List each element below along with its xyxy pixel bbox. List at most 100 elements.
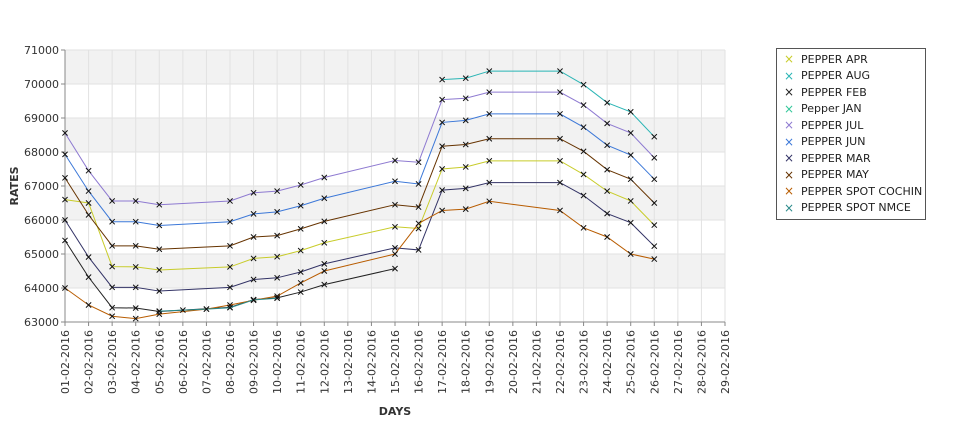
x-tick-label: 05-02-2016 — [153, 330, 166, 394]
series-pepper-aug — [439, 68, 658, 140]
legend-item: × PEPPER SPOT NMCE — [777, 200, 925, 217]
x-tick-label: 11-02-2016 — [295, 330, 308, 394]
data-point — [321, 260, 328, 267]
data-point — [297, 182, 304, 188]
data-point — [250, 234, 257, 240]
data-point — [580, 171, 587, 178]
data-point — [227, 284, 233, 291]
data-point — [486, 198, 493, 205]
data-point — [604, 99, 611, 106]
data-point — [604, 234, 611, 240]
x-tick-label: 12-02-2016 — [318, 330, 331, 394]
data-point — [580, 192, 587, 199]
legend-item: × PEPPER APR — [777, 51, 925, 68]
x-tick-label: 14-02-2016 — [365, 330, 378, 394]
x-tick-label: 25-02-2016 — [625, 330, 638, 394]
data-point — [557, 135, 563, 142]
data-point — [439, 119, 446, 126]
legend-item: × PEPPER MAR — [777, 150, 925, 167]
x-tick-label: 24-02-2016 — [601, 330, 614, 394]
data-point — [415, 220, 422, 227]
x-tick-label: 18-02-2016 — [460, 330, 473, 394]
data-point — [132, 305, 139, 312]
legend-marker-icon: × — [783, 101, 795, 116]
legend-label: PEPPER JUL — [801, 118, 864, 132]
data-point — [415, 246, 422, 253]
legend-marker-icon: × — [783, 151, 795, 166]
legend-item: × Pepper JAN — [777, 101, 925, 118]
x-tick-label: 03-02-2016 — [106, 330, 119, 394]
data-point — [557, 179, 563, 186]
data-point — [557, 110, 563, 117]
data-point — [462, 206, 469, 213]
data-point — [604, 210, 611, 217]
x-tick-label: 27-02-2016 — [672, 330, 685, 394]
data-point — [462, 95, 469, 102]
data-point — [557, 89, 563, 96]
data-point — [486, 68, 493, 75]
x-tick-label: 29-02-2016 — [719, 330, 732, 394]
series-pepper-jun — [62, 110, 658, 229]
data-point — [580, 224, 587, 231]
data-point — [227, 198, 233, 204]
x-tick-label: 09-02-2016 — [248, 330, 261, 394]
y-tick-label: 71000 — [24, 44, 59, 57]
data-point — [274, 253, 281, 260]
y-tick-label: 63000 — [24, 316, 59, 329]
data-point — [297, 202, 304, 209]
legend-marker-icon: × — [783, 184, 795, 199]
data-point — [392, 265, 398, 272]
data-point — [439, 76, 446, 83]
data-point — [132, 315, 139, 322]
data-point — [321, 281, 328, 288]
legend-item: × PEPPER FEB — [777, 84, 925, 101]
data-point — [297, 289, 304, 296]
data-point — [203, 306, 210, 313]
data-point — [132, 218, 139, 225]
data-point — [132, 198, 139, 204]
data-point — [132, 263, 139, 270]
data-point — [297, 225, 304, 232]
data-point — [109, 313, 116, 320]
data-point — [651, 133, 658, 140]
data-point — [274, 232, 281, 239]
x-tick-label: 02-02-2016 — [83, 330, 96, 394]
series-line — [64, 138, 655, 250]
series-pepper-may — [62, 135, 658, 253]
legend-label: PEPPER MAR — [801, 151, 871, 165]
legend-marker-icon: × — [783, 167, 795, 182]
legend-item: × PEPPER JUL — [777, 117, 925, 134]
data-point — [109, 242, 116, 249]
data-point — [109, 304, 116, 311]
data-point — [156, 222, 163, 229]
legend-label: PEPPER JUN — [801, 135, 866, 149]
data-point — [62, 151, 68, 158]
data-point — [651, 154, 658, 161]
data-point — [604, 188, 611, 195]
data-point — [297, 269, 304, 275]
y-tick-label: 65000 — [24, 248, 59, 261]
data-point — [651, 222, 658, 229]
data-point — [392, 251, 398, 257]
data-point — [156, 308, 163, 315]
data-point — [274, 295, 281, 302]
data-point — [415, 225, 422, 232]
data-point — [557, 207, 563, 214]
legend-label: PEPPER SPOT NMCE — [801, 201, 911, 215]
series-layer — [62, 68, 658, 322]
data-point — [62, 217, 68, 223]
data-point — [415, 159, 422, 166]
data-point — [627, 219, 634, 226]
data-point — [604, 142, 611, 149]
x-tick-label: 16-02-2016 — [413, 330, 426, 394]
data-point — [109, 218, 116, 225]
y-axis-title: RATES — [8, 166, 21, 205]
x-tick-label: 08-02-2016 — [224, 330, 237, 394]
data-point — [651, 243, 658, 250]
data-point — [462, 185, 469, 192]
series-line — [159, 297, 278, 312]
series-pepper-mar — [62, 179, 658, 295]
data-point — [462, 75, 469, 82]
data-point — [580, 81, 587, 88]
